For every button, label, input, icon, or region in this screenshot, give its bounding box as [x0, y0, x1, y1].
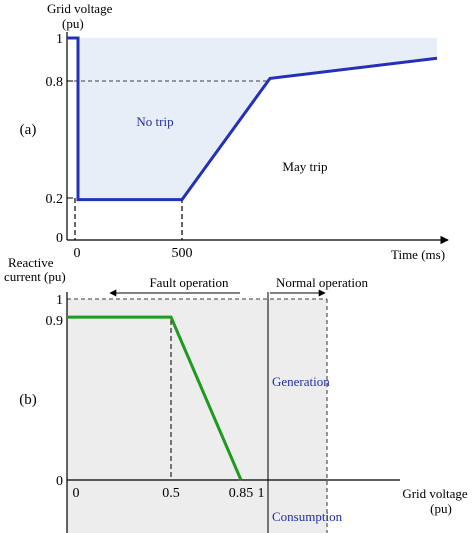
chart-b-ylabel-line2: current (pu): [4, 269, 66, 284]
chart-b-xtick-05: 0.5: [162, 486, 180, 501]
chart-a-xtick-0: 0: [74, 246, 81, 261]
chart-b-panel-label: (b): [19, 392, 37, 408]
chart-b-consumption-label: Consumption: [272, 509, 343, 524]
chart-a-series-line: [67, 36, 438, 202]
chart-b-xtick-0: 0: [73, 486, 80, 501]
chart-b-shaded-region: [67, 299, 327, 533]
chart-a-ytick-08: 0.8: [46, 75, 64, 90]
chart-b-ytick-1: 1: [56, 293, 63, 308]
chart-a-ytick-02: 0.2: [46, 192, 64, 207]
chart-b-generation-label: Generation: [272, 374, 330, 389]
chart-b: Reactive current (pu) 1 0.9 0 0 0.5 0.85…: [4, 255, 468, 533]
chart-a: Grid voltage (pu) 1 0.8 0.2 0 0 500 Time…: [20, 1, 449, 262]
chart-b-ytick-09: 0.9: [46, 314, 64, 329]
chart-b-xtick-085: 0.85: [229, 486, 254, 501]
chart-b-ytick-0: 0: [56, 474, 63, 489]
chart-a-no-trip-region: [78, 38, 437, 200]
chart-b-xlabel-line2: (pu): [430, 501, 452, 516]
chart-b-xlabel-line1: Grid voltage: [402, 486, 468, 501]
chart-a-xlabel: Time (ms): [391, 247, 445, 262]
chart-b-normal-operation-label: Normal operation: [276, 275, 369, 290]
chart-a-region-no-trip: No trip: [136, 114, 173, 129]
chart-a-ylabel-line2: (pu): [62, 16, 84, 31]
chart-a-xtick-500: 500: [172, 246, 193, 261]
chart-a-region-may-trip: May trip: [282, 159, 327, 174]
chart-a-ytick-0: 0: [56, 231, 63, 246]
chart-a-ytick-1: 1: [56, 32, 63, 47]
chart-b-ylabel-line1: Reactive: [8, 255, 54, 270]
chart-a-panel-label: (a): [20, 122, 37, 138]
chart-a-ylabel-line1: Grid voltage: [47, 1, 113, 16]
chart-b-fault-operation-label: Fault operation: [149, 275, 229, 290]
chart-b-series-line: [67, 315, 243, 481]
chart-b-xtick-1: 1: [258, 486, 265, 501]
